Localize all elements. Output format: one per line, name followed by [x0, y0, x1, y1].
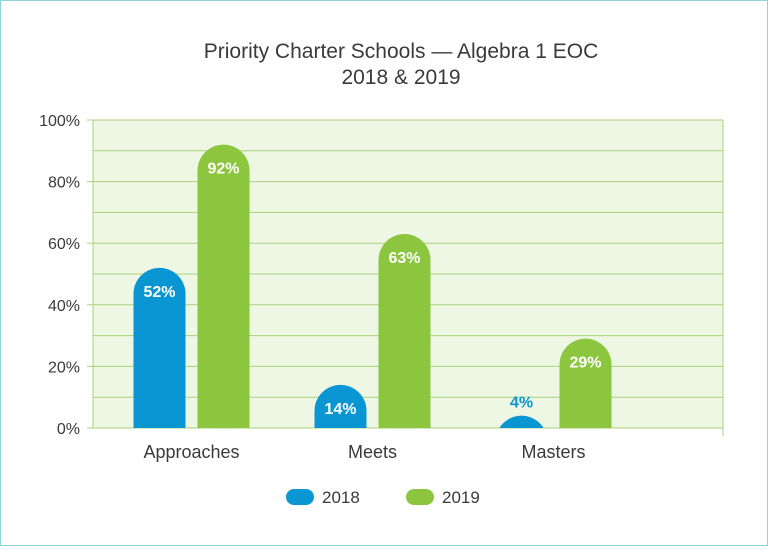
- legend-label: 2019: [442, 488, 480, 507]
- x-axis-labels: Approaches Meets Masters: [143, 442, 585, 462]
- data-label: 29%: [569, 355, 601, 372]
- legend-swatch-2019: [406, 489, 434, 505]
- x-category-label: Meets: [348, 442, 397, 462]
- bar-2019-approaches: [197, 144, 250, 428]
- data-label: 52%: [143, 284, 175, 301]
- legend-swatch-2018: [286, 489, 314, 505]
- y-tick-label: 60%: [48, 236, 80, 253]
- y-tick-label: 80%: [48, 175, 80, 192]
- y-tick-label: 40%: [48, 298, 80, 315]
- bar-2019-meets: [378, 233, 431, 428]
- data-label: 4%: [510, 395, 533, 412]
- bars: 52% 92% 14% 63% 4% 29%: [133, 144, 612, 428]
- y-axis-ticks: 0% 20% 40% 60% 80% 100%: [39, 113, 93, 438]
- y-tick-label: 20%: [48, 359, 80, 376]
- y-tick-label: 100%: [39, 113, 80, 130]
- chart-subtitle: 2018 & 2019: [341, 66, 460, 89]
- bar-2018-meets: [314, 384, 367, 428]
- x-category-label: Approaches: [143, 442, 239, 462]
- data-label: 92%: [207, 161, 239, 178]
- chart-title: Priority Charter Schools — Algebra 1 EOC: [204, 40, 599, 63]
- bar-2018-masters: [499, 415, 544, 428]
- legend-label: 2018: [322, 488, 360, 507]
- data-label: 14%: [324, 401, 356, 418]
- legend: 2018 2019: [286, 488, 480, 507]
- bar-2018-approaches: [133, 267, 186, 428]
- x-category-label: Masters: [521, 442, 585, 462]
- y-tick-label: 0%: [57, 421, 80, 438]
- bar-2019-masters: [559, 338, 612, 428]
- data-label: 63%: [388, 250, 420, 267]
